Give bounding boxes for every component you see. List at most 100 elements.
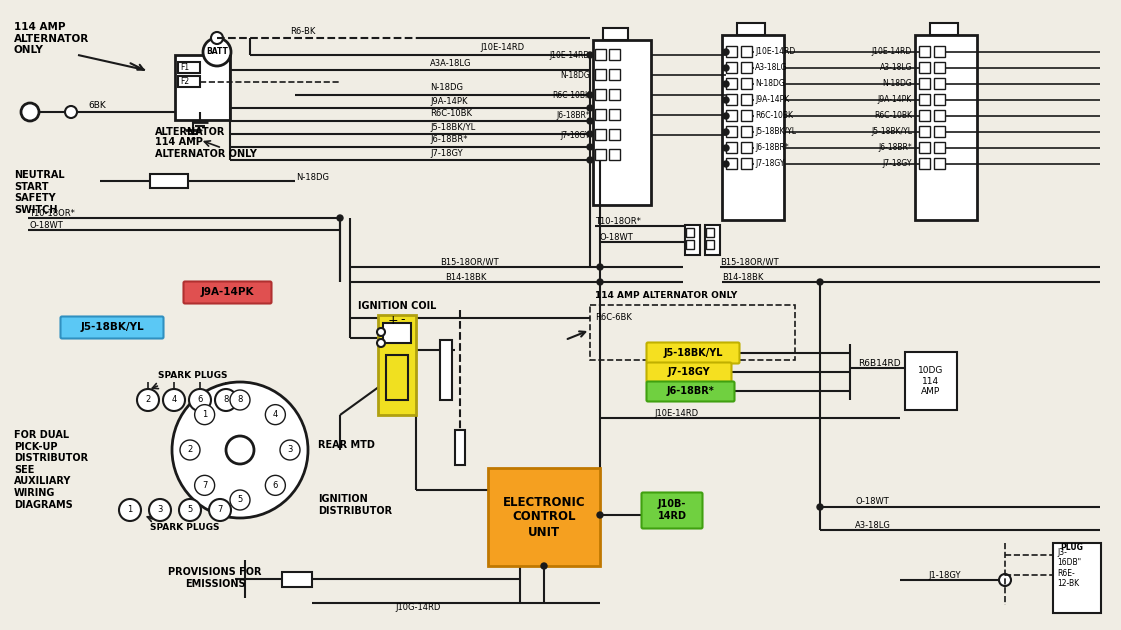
Circle shape (587, 52, 593, 58)
Bar (178, 76, 200, 87)
Bar (919, 126, 930, 137)
Text: 6: 6 (197, 396, 203, 404)
Bar (595, 149, 606, 160)
Bar (722, 35, 784, 220)
Bar (741, 62, 752, 73)
Circle shape (172, 382, 308, 518)
Bar (150, 174, 188, 188)
Circle shape (597, 279, 603, 285)
Bar (934, 46, 945, 57)
Bar (609, 89, 620, 100)
Circle shape (723, 113, 729, 119)
Bar (919, 46, 930, 57)
Circle shape (723, 49, 729, 55)
Bar (934, 142, 945, 153)
Circle shape (266, 404, 286, 425)
Text: J10G-14RD: J10G-14RD (395, 602, 441, 612)
Text: J5-18BK/YL: J5-18BK/YL (871, 127, 912, 137)
Text: R6C-10BK: R6C-10BK (552, 91, 590, 100)
Circle shape (723, 81, 729, 87)
Bar (919, 78, 930, 89)
Text: R6-BK: R6-BK (290, 26, 315, 35)
Text: 3: 3 (287, 445, 293, 454)
Circle shape (377, 339, 385, 347)
Text: J7-18GY: J7-18GY (668, 367, 711, 377)
Bar (741, 94, 752, 105)
Text: A3-18LG: A3-18LG (880, 64, 912, 72)
Text: J10E-14RD: J10E-14RD (654, 408, 698, 418)
Text: J1-18GY: J1-18GY (928, 571, 961, 580)
Circle shape (137, 389, 159, 411)
Text: 6BK: 6BK (89, 101, 105, 110)
Text: O-18WT: O-18WT (600, 234, 633, 243)
Circle shape (723, 65, 729, 71)
Circle shape (215, 389, 237, 411)
Bar (609, 129, 620, 140)
Bar (595, 89, 606, 100)
FancyBboxPatch shape (641, 493, 703, 529)
Bar (282, 572, 312, 587)
Bar (726, 94, 736, 105)
Text: J7-18GY: J7-18GY (430, 149, 463, 158)
Bar (603, 28, 628, 40)
Text: 7: 7 (217, 505, 223, 515)
Circle shape (195, 404, 214, 425)
Text: N-18DG: N-18DG (430, 84, 463, 93)
Text: J10E-14RD: J10E-14RD (549, 50, 590, 59)
Text: REAR MTD: REAR MTD (318, 440, 374, 450)
Text: F2: F2 (180, 76, 189, 86)
Circle shape (230, 390, 250, 410)
Text: J5-18BK/YL: J5-18BK/YL (664, 348, 723, 358)
Circle shape (587, 105, 593, 111)
Text: R6C-6BK: R6C-6BK (595, 314, 632, 323)
Text: ELECTRONIC
CONTROL
UNIT: ELECTRONIC CONTROL UNIT (502, 496, 585, 539)
Text: 114 AMP ALTERNATOR ONLY: 114 AMP ALTERNATOR ONLY (595, 292, 738, 301)
Bar (919, 94, 930, 105)
Circle shape (209, 499, 231, 521)
Text: 3: 3 (157, 505, 163, 515)
Text: J7-18GY: J7-18GY (560, 130, 590, 139)
Text: J9A-14PK: J9A-14PK (430, 96, 467, 105)
Text: J9A-14PK: J9A-14PK (201, 287, 253, 297)
Circle shape (266, 476, 286, 495)
Text: N-18DG: N-18DG (560, 71, 590, 79)
Bar (383, 323, 411, 343)
Bar (934, 110, 945, 121)
Text: O-18WT: O-18WT (855, 498, 889, 507)
Text: R6B14RD: R6B14RD (858, 358, 900, 367)
Bar (934, 126, 945, 137)
Circle shape (203, 38, 231, 66)
Circle shape (597, 264, 603, 270)
Text: ALTERNATOR: ALTERNATOR (155, 127, 225, 137)
Text: J5-18BK/YL: J5-18BK/YL (81, 322, 143, 332)
Text: T10-18OR*: T10-18OR* (29, 209, 75, 217)
Bar (934, 158, 945, 169)
Text: J10E-14RD: J10E-14RD (756, 47, 795, 57)
Text: N-18DG: N-18DG (882, 79, 912, 88)
Text: 4: 4 (172, 396, 177, 404)
Text: B14-18BK: B14-18BK (445, 273, 487, 282)
Bar (741, 142, 752, 153)
Bar (706, 228, 714, 237)
Text: J6-18BR*: J6-18BR* (430, 135, 467, 144)
Bar (919, 142, 930, 153)
Circle shape (587, 157, 593, 163)
Bar (930, 23, 958, 35)
Bar (175, 55, 230, 120)
Bar (741, 78, 752, 89)
Circle shape (211, 32, 223, 44)
Circle shape (587, 131, 593, 137)
Circle shape (587, 118, 593, 124)
Text: 6: 6 (272, 481, 278, 490)
Circle shape (541, 563, 547, 569)
Bar (593, 40, 651, 205)
Circle shape (817, 504, 823, 510)
Text: J7-18GY: J7-18GY (882, 159, 912, 168)
Text: 2: 2 (146, 396, 150, 404)
Text: NEUTRAL
START
SAFETY
SWITCH: NEUTRAL START SAFETY SWITCH (13, 170, 65, 215)
Text: R6C-10BK: R6C-10BK (430, 110, 472, 118)
FancyBboxPatch shape (61, 316, 164, 338)
Text: J6-18BR*: J6-18BR* (756, 144, 789, 152)
Bar (934, 94, 945, 105)
Bar (726, 62, 736, 73)
